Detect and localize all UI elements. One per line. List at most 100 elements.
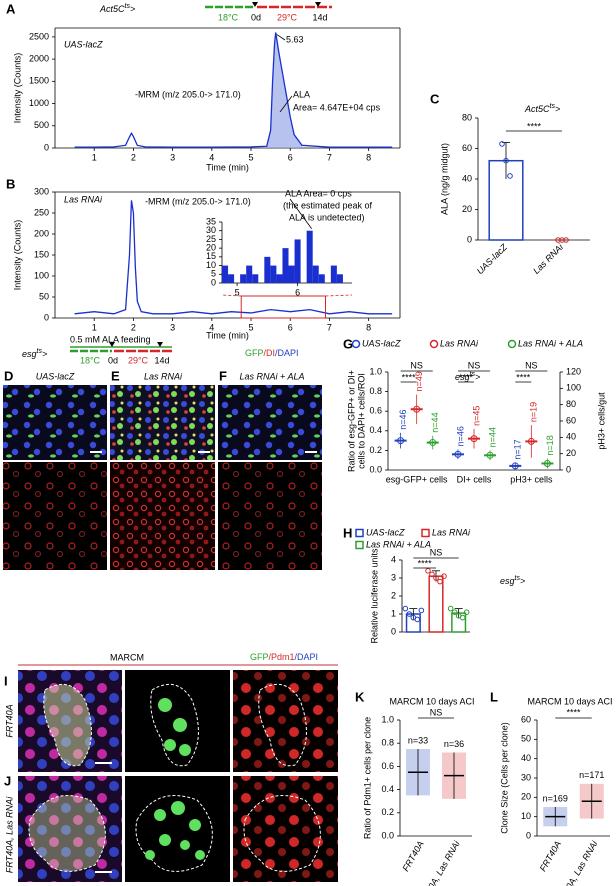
panel-label: F (219, 368, 227, 383)
genotype-end: > (475, 372, 480, 382)
sample-label: UAS-lacZ (64, 39, 103, 49)
data-point (555, 237, 561, 243)
sig-label: **** (459, 372, 474, 382)
y-tick-label: 1.0 (369, 366, 382, 376)
sig-label: NS (430, 707, 443, 717)
genotype-end: > (520, 576, 525, 586)
legend-label: Las RNAi + ALA (366, 539, 431, 549)
mean-marker (454, 450, 462, 458)
x-tick-label: UAS-lacZ (475, 242, 510, 277)
annotation: ALA Area= 0 cps (285, 188, 352, 198)
mrm-label: -MRM (m/z 205.0-> 171.0) (135, 89, 241, 99)
y-tick-label: 300 (34, 186, 49, 196)
inset-bar (276, 274, 283, 283)
inset-bar (318, 274, 325, 283)
data-point (559, 237, 565, 243)
x-tick-label: pH3+ cells (510, 474, 553, 484)
legend-marker (351, 339, 361, 349)
timeline-label: 14d (312, 12, 327, 22)
x-tick-label: 5 (249, 152, 254, 162)
data-point (503, 157, 509, 164)
genotype-base: esg (500, 576, 515, 586)
annotation-arrow (289, 198, 312, 229)
genotype-base: Act5C (524, 104, 550, 114)
genotype-base: esg (22, 349, 37, 359)
sample-label: FRT40A (4, 704, 14, 737)
x-tick-label: FRT40A (400, 839, 425, 873)
y-tick-label: 20 (462, 204, 472, 214)
y-tick-label: 120 (566, 366, 581, 376)
data-point (459, 614, 466, 621)
sig-label: **** (418, 558, 433, 568)
legend-marker (355, 528, 364, 538)
n-label: n=18 (545, 435, 555, 455)
data-point (447, 605, 454, 612)
genotype-end: > (42, 349, 47, 359)
annotation: ALA is undetected) (289, 212, 365, 222)
y-tick-label: 1.0 (381, 714, 394, 724)
legend-marker (429, 339, 439, 349)
panel-label: B (6, 176, 15, 191)
data-point (402, 605, 409, 612)
x-tick-label: Las RNAi (531, 241, 566, 276)
stain-pdm1: /Pdm1 (269, 652, 295, 662)
peak-pointer (276, 34, 286, 41)
genotype-base: Act5C (99, 4, 125, 14)
data-point (563, 237, 569, 243)
y-tick-label: 15 (206, 251, 216, 261)
x-tick-label: 2 (131, 322, 136, 332)
mean-marker (470, 435, 478, 443)
y-tick-label: 0 (467, 234, 472, 244)
x-tick-label: 4 (209, 322, 214, 332)
x-tick-label: FRT40A (538, 839, 563, 873)
sig-label: **** (402, 372, 417, 382)
area-pointer (279, 95, 293, 113)
y-tick-label: 0.6 (381, 761, 394, 771)
annotation: (the estimated peak of (283, 200, 373, 210)
mean-marker (429, 439, 437, 447)
zoom-box (240, 295, 327, 319)
n-label: n=44 (487, 427, 497, 447)
x-tick-label: 5 (235, 287, 240, 297)
mean-marker (413, 405, 421, 413)
legend-label: Las RNAi + ALA (518, 338, 583, 348)
genotype-sup: ts (37, 348, 43, 355)
sample-label: Las RNAi + ALA (240, 371, 305, 381)
y-tick-label: 0.2 (369, 445, 382, 455)
legend-label: Las RNAi (440, 338, 479, 348)
sig-label: NS (525, 360, 538, 370)
mean-marker (511, 462, 519, 470)
inset-bar (246, 265, 253, 283)
y-tick-label: 0 (566, 464, 571, 474)
panel-label: G (343, 336, 353, 351)
bar (428, 575, 444, 633)
x-tick-label: 3 (170, 152, 175, 162)
y-tick-label: 10 (206, 260, 216, 270)
y-tick-label: 35 (206, 216, 216, 226)
n-label: n=46 (455, 426, 465, 446)
n-label: n=19 (529, 402, 539, 422)
data-point (441, 573, 447, 580)
axis-label: Intensity (Counts) (12, 220, 22, 291)
x-tick-label: 2 (131, 152, 136, 162)
chart-title: MARCM 10 days ACI (389, 696, 474, 706)
genotype: esgts> (22, 348, 47, 360)
axis-label: Ratio of Pdm1+ cells per clone (362, 717, 372, 839)
axis-label: cells to DAPI+ cells/ROI (356, 373, 366, 469)
n-label: n=171 (579, 770, 604, 780)
n-label: n=45 (471, 406, 481, 426)
mean-marker (397, 437, 405, 445)
sig-label: NS (430, 547, 443, 557)
inset-bar (336, 274, 343, 283)
sig-label: NS (468, 360, 481, 370)
axis-label: pH3+ cells/gut (596, 392, 606, 450)
panel-label: I (4, 673, 8, 688)
panel-label: D (4, 368, 13, 383)
y-tick-label: 1500 (29, 76, 49, 86)
y-tick-label: 30 (206, 225, 216, 235)
y-tick-label: 0.0 (369, 464, 382, 474)
stain-dl: /DI (264, 348, 276, 358)
treatment-label: 0.5 mM ALA feeding (70, 334, 151, 344)
inset-bar (330, 265, 337, 283)
x-tick-label: 1 (92, 322, 97, 332)
